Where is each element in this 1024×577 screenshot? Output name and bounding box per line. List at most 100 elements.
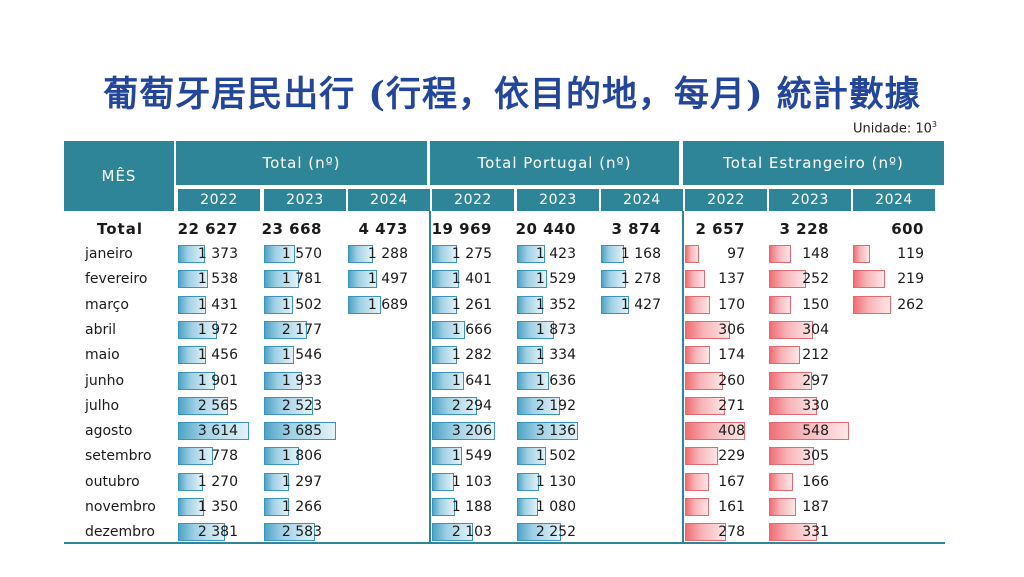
data-bar — [769, 245, 791, 263]
cell-value: 1 350 — [197, 499, 238, 515]
data-bar — [517, 270, 547, 289]
data-bar — [685, 371, 723, 390]
data-bar — [432, 371, 465, 390]
data-bar — [264, 245, 295, 263]
cell-value: 3 685 — [281, 423, 322, 440]
data-bar — [517, 422, 579, 441]
total-value: 20 440 — [515, 220, 576, 238]
cell-value: 305 — [802, 448, 829, 465]
cell-value: 2 294 — [451, 397, 492, 414]
cell-value: 1 546 — [281, 347, 322, 364]
table-bottom-rule — [64, 542, 945, 544]
data-bar — [853, 295, 892, 314]
data-bar — [178, 346, 207, 365]
group-divider — [682, 211, 684, 544]
data-bar — [178, 295, 206, 314]
cell-value: 3 614 — [197, 423, 238, 440]
data-bar — [432, 498, 456, 516]
cell-value: 170 — [718, 296, 745, 313]
cell-value: 1 456 — [197, 347, 238, 364]
total-value: 23 668 — [261, 220, 322, 238]
cell-value: 1 641 — [451, 372, 492, 389]
month-header: MÊS — [64, 141, 174, 211]
data-bar — [685, 498, 709, 516]
cell-value: 548 — [802, 423, 829, 440]
cell-value: 1 297 — [281, 473, 322, 490]
cell-value: 3 206 — [451, 423, 492, 440]
cell-value: 2 565 — [197, 397, 238, 414]
data-bar — [264, 346, 295, 365]
cell-value: 1 188 — [451, 499, 492, 515]
data-bar — [432, 295, 457, 314]
month-label: março — [85, 296, 129, 313]
cell-value: 1 278 — [620, 271, 661, 288]
data-bar — [517, 245, 545, 263]
cell-value: 161 — [718, 499, 745, 515]
cell-value: 1 502 — [281, 296, 322, 313]
cell-value: 2 381 — [197, 524, 238, 541]
data-bar — [264, 422, 336, 441]
data-bar — [685, 346, 711, 365]
page-title: 葡萄牙居民出行 (行程，依目的地，每月) 統計數據 — [103, 74, 921, 115]
year-header: 2023 — [769, 189, 851, 211]
data-bar — [432, 523, 474, 542]
data-bar — [685, 447, 719, 466]
month-label: fevereiro — [85, 271, 148, 288]
data-bar — [432, 472, 454, 491]
cell-value: 1 103 — [451, 473, 492, 490]
cell-value: 1 873 — [535, 321, 576, 338]
data-bar — [432, 270, 460, 289]
cell-value: 1 636 — [535, 372, 576, 389]
cell-value: 2 177 — [281, 321, 322, 338]
year-header: 2023 — [264, 189, 346, 211]
data-bar — [264, 523, 315, 542]
cell-value: 1 270 — [197, 473, 238, 490]
cell-value: 1 529 — [535, 271, 576, 288]
data-bar — [601, 270, 626, 289]
cell-value: 1 334 — [535, 347, 576, 364]
data-bar — [348, 245, 374, 263]
cell-value: 148 — [802, 246, 829, 262]
cell-value: 212 — [802, 347, 829, 364]
cell-value: 1 261 — [451, 296, 492, 313]
data-bar — [769, 396, 818, 415]
data-bar — [264, 320, 307, 339]
total-value: 2 657 — [695, 220, 745, 238]
group-header: Total Estrangeiro (nº) — [683, 141, 944, 185]
cell-value: 2 103 — [451, 524, 492, 541]
data-bar — [769, 447, 814, 466]
month-label: junho — [85, 372, 125, 389]
data-bar — [432, 346, 457, 365]
cell-value: 97 — [727, 246, 745, 262]
cell-value: 252 — [802, 271, 829, 288]
data-bar — [178, 472, 203, 491]
month-label: janeiro — [85, 246, 133, 262]
cell-value: 1 282 — [451, 347, 492, 364]
data-bar — [517, 396, 560, 415]
month-label: abril — [85, 321, 117, 338]
cell-value: 297 — [802, 372, 829, 389]
year-header: 2023 — [517, 189, 599, 211]
year-header: 2022 — [432, 189, 514, 211]
cell-value: 150 — [802, 296, 829, 313]
cell-value: 1 130 — [535, 473, 576, 490]
cell-value: 1 401 — [451, 271, 492, 288]
cell-value: 331 — [802, 524, 829, 541]
data-bar — [264, 498, 289, 516]
cell-value: 1 352 — [535, 296, 576, 313]
data-bar — [178, 245, 205, 263]
cell-value: 137 — [718, 271, 745, 288]
cell-value: 1 288 — [367, 246, 408, 262]
data-bar — [432, 447, 463, 466]
data-bar — [178, 523, 225, 542]
cell-value: 1 806 — [281, 448, 322, 465]
data-bar — [178, 422, 249, 441]
cell-value: 1 570 — [281, 246, 322, 262]
data-bar — [685, 422, 745, 441]
data-bar — [769, 422, 849, 441]
data-bar — [432, 245, 457, 263]
month-label: dezembro — [85, 524, 155, 541]
cell-value: 229 — [718, 448, 745, 465]
data-bar — [517, 523, 561, 542]
total-value: 19 969 — [431, 220, 492, 238]
